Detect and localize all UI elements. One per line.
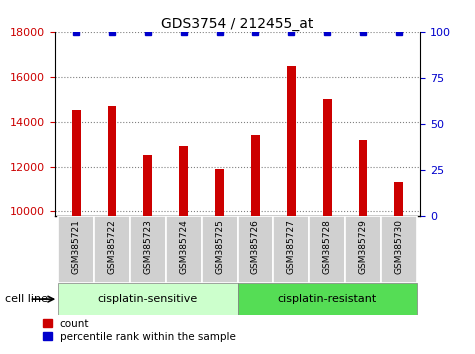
Text: cell line: cell line [5, 294, 48, 304]
Bar [238, 216, 273, 283]
Text: GSM385724: GSM385724 [179, 219, 188, 274]
Bar [202, 216, 238, 283]
Bar [381, 216, 417, 283]
Text: GSM385722: GSM385722 [107, 219, 116, 274]
Text: GSM385721: GSM385721 [72, 219, 81, 274]
Bar [58, 283, 238, 315]
Bar [323, 99, 332, 354]
Bar [394, 182, 403, 354]
Text: GSM385730: GSM385730 [394, 219, 403, 274]
Bar [179, 146, 188, 354]
Bar [251, 135, 260, 354]
Text: cisplatin-resistant: cisplatin-resistant [277, 294, 377, 304]
Text: GSM385726: GSM385726 [251, 219, 260, 274]
Text: GSM385723: GSM385723 [143, 219, 152, 274]
Bar [215, 169, 224, 354]
Text: GSM385725: GSM385725 [215, 219, 224, 274]
Bar [359, 139, 368, 354]
Bar [130, 216, 166, 283]
Bar [72, 110, 81, 354]
Bar [238, 283, 417, 315]
Text: cisplatin-sensitive: cisplatin-sensitive [98, 294, 198, 304]
Text: GSM385727: GSM385727 [287, 219, 296, 274]
Bar [287, 65, 296, 354]
Bar [58, 216, 94, 283]
Title: GDS3754 / 212455_at: GDS3754 / 212455_at [162, 17, 314, 31]
Bar [273, 216, 309, 283]
Text: GSM385729: GSM385729 [359, 219, 368, 274]
Bar [143, 155, 152, 354]
Bar [345, 216, 381, 283]
Bar [166, 216, 202, 283]
Text: GSM385728: GSM385728 [323, 219, 332, 274]
Bar [309, 216, 345, 283]
Bar [94, 216, 130, 283]
Bar [107, 106, 116, 354]
Legend: count, percentile rank within the sample: count, percentile rank within the sample [43, 319, 236, 342]
